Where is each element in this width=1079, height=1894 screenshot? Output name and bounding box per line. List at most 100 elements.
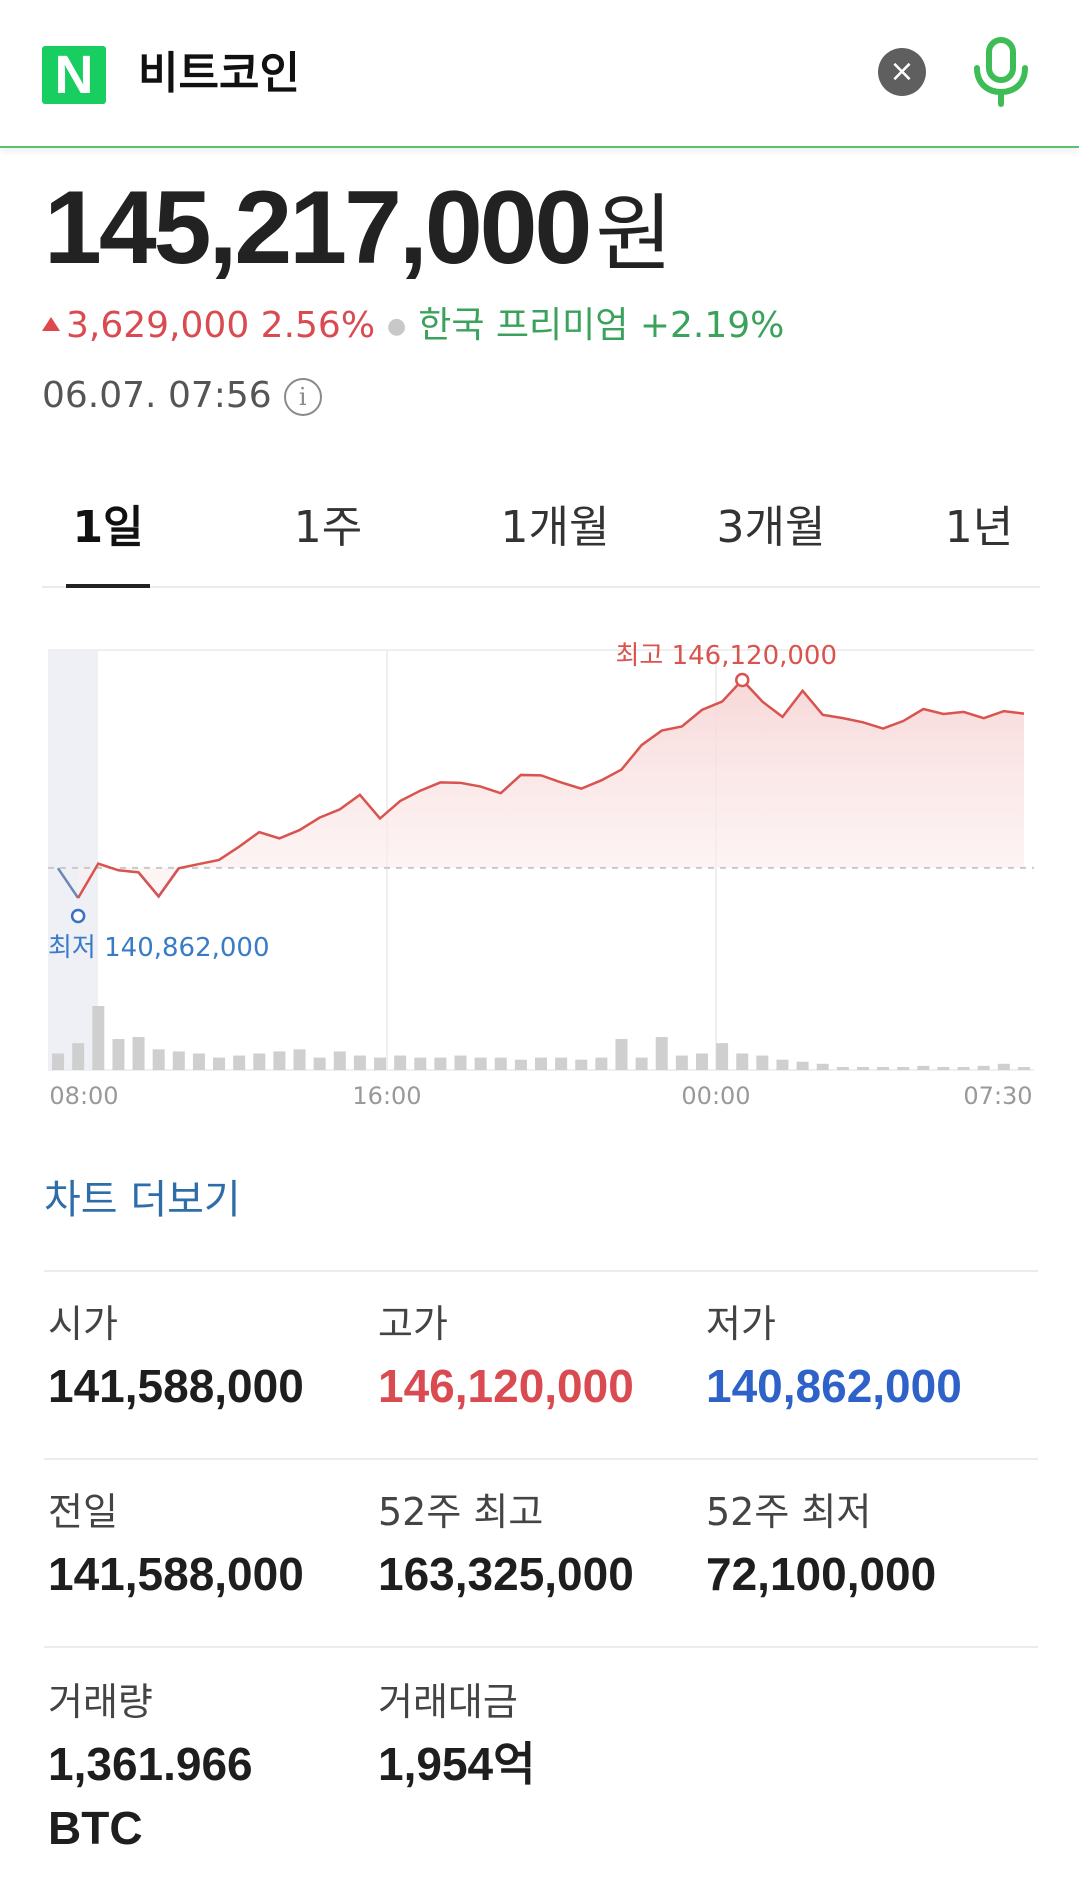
microphone-icon <box>974 37 1028 107</box>
x-tick-label: 16:00 <box>352 1082 421 1110</box>
low-label: 최저 140,862,000 <box>48 933 270 963</box>
x-tick-label: 00:00 <box>681 1082 750 1110</box>
volume-bar <box>172 1051 185 1070</box>
stat-high: 고가 146,120,000 <box>378 1298 698 1416</box>
volume-bar <box>253 1053 266 1070</box>
stat-value: 141,588,000 <box>48 1360 304 1412</box>
volume-bar <box>856 1067 869 1070</box>
price-value: 145,217,000 <box>44 170 592 286</box>
stat-label: 거래대금 <box>378 1680 518 1724</box>
stat-low: 저가 140,862,000 <box>706 1298 1026 1416</box>
korea-premium: 한국 프리미엄 +2.19% <box>418 305 785 346</box>
volume-bar <box>736 1053 749 1070</box>
volume-bar <box>293 1049 306 1070</box>
volume-bar <box>132 1036 145 1070</box>
volume-bar <box>877 1067 890 1070</box>
volume-bar <box>937 1067 950 1070</box>
price-change-line: 3,629,000 2.56% ● 한국 프리미엄 +2.19% <box>42 302 784 351</box>
price-change: 3,629,000 2.56% <box>66 305 376 346</box>
stat-open: 시가 141,588,000 <box>48 1298 368 1416</box>
tab-1day[interactable]: 1일 <box>66 490 150 588</box>
volume-bar <box>434 1057 447 1070</box>
price-timestamp: 06.07. 07:56 i <box>42 372 322 420</box>
volume-bar <box>72 1043 85 1070</box>
high-marker <box>735 672 750 688</box>
separator-dot: ● <box>387 314 407 339</box>
stat-label: 거래량 <box>48 1680 153 1724</box>
volume-bar <box>1017 1067 1030 1070</box>
stat-value: 146,120,000 <box>378 1360 634 1412</box>
volume-bar <box>233 1055 246 1070</box>
stat-label: 전일 <box>48 1490 118 1534</box>
stat-value: 141,588,000 <box>48 1548 304 1600</box>
naver-logo[interactable]: N <box>42 46 106 104</box>
volume-bar <box>353 1055 366 1070</box>
x-axis-ticks: 08:00 16:00 00:00 07:30 <box>49 1082 1032 1110</box>
volume-bar <box>917 1065 930 1070</box>
volume-bar <box>977 1065 990 1070</box>
volume-bar <box>52 1053 65 1070</box>
volume-bar <box>655 1036 668 1070</box>
search-header: N 비트코인 × <box>0 0 1079 148</box>
volume-bar <box>555 1057 568 1070</box>
volume-bar <box>92 1006 105 1070</box>
low-marker <box>70 908 86 924</box>
volume-bar <box>213 1057 226 1070</box>
stat-label: 고가 <box>378 1302 448 1346</box>
volume-bar <box>756 1055 769 1070</box>
volume-bar <box>112 1039 125 1070</box>
stat-label: 52주 최고 <box>378 1490 544 1534</box>
search-query[interactable]: 비트코인 <box>138 48 300 99</box>
stat-volume: 거래량 1,361.966 BTC <box>48 1676 368 1858</box>
high-label: 최고 146,120,000 <box>615 641 837 671</box>
divider <box>44 1646 1038 1648</box>
stat-value: 1,954억 <box>378 1738 536 1790</box>
price-chart[interactable]: 최고 146,120,000 최저 140,862,000 08:00 16:00… <box>0 630 1079 1110</box>
logo-letter: N <box>54 45 94 105</box>
volume-bar <box>514 1059 527 1070</box>
volume-bar <box>474 1057 487 1070</box>
price-unit: 원 <box>595 185 673 283</box>
volume-bar <box>273 1051 286 1070</box>
volume-bar <box>494 1057 507 1070</box>
volume-bar <box>454 1055 467 1070</box>
volume-bar <box>313 1057 326 1070</box>
volume-bar <box>997 1063 1010 1070</box>
volume-bar <box>414 1057 427 1070</box>
divider <box>44 1270 1038 1272</box>
volume-bar <box>615 1039 628 1070</box>
volume-bar <box>716 1043 729 1070</box>
volume-bar <box>816 1063 829 1070</box>
voice-search-button[interactable] <box>970 36 1032 108</box>
volume-bar <box>957 1067 970 1070</box>
tab-1month[interactable]: 1개월 <box>500 502 610 553</box>
stat-value-unit: BTC <box>48 1802 143 1854</box>
tab-1year[interactable]: 1년 <box>944 502 1014 553</box>
volume-bar <box>192 1053 205 1070</box>
chart-more-link[interactable]: 차트 더보기 <box>44 1177 241 1223</box>
stat-label: 52주 최저 <box>706 1490 872 1534</box>
info-icon[interactable]: i <box>283 378 322 416</box>
stat-label: 시가 <box>48 1302 118 1346</box>
stat-trade-amount: 거래대금 1,954억 <box>378 1676 698 1794</box>
tab-3month[interactable]: 3개월 <box>716 502 826 553</box>
up-triangle-icon <box>42 317 60 331</box>
volume-bar <box>394 1055 407 1070</box>
volume-bar <box>595 1057 608 1070</box>
tab-1week[interactable]: 1주 <box>293 502 363 553</box>
volume-bar <box>695 1053 708 1070</box>
stat-label: 저가 <box>706 1302 776 1346</box>
stat-52w-high: 52주 최고 163,325,000 <box>378 1486 698 1604</box>
volume-bar <box>897 1067 910 1070</box>
clear-search-button[interactable]: × <box>878 48 926 96</box>
x-tick-label: 08:00 <box>49 1082 118 1110</box>
volume-bar <box>535 1057 547 1070</box>
volume-bars <box>52 1006 1030 1070</box>
price-line <box>77 678 1025 899</box>
x-tick-label: 07:30 <box>963 1082 1032 1110</box>
period-tabs: 1일 1주 1개월 3개월 1년 <box>42 490 1040 588</box>
volume-bar <box>675 1055 688 1070</box>
stat-52w-low: 52주 최저 72,100,000 <box>706 1486 1026 1604</box>
volume-bar <box>635 1057 648 1070</box>
pre-market-line <box>56 867 80 899</box>
